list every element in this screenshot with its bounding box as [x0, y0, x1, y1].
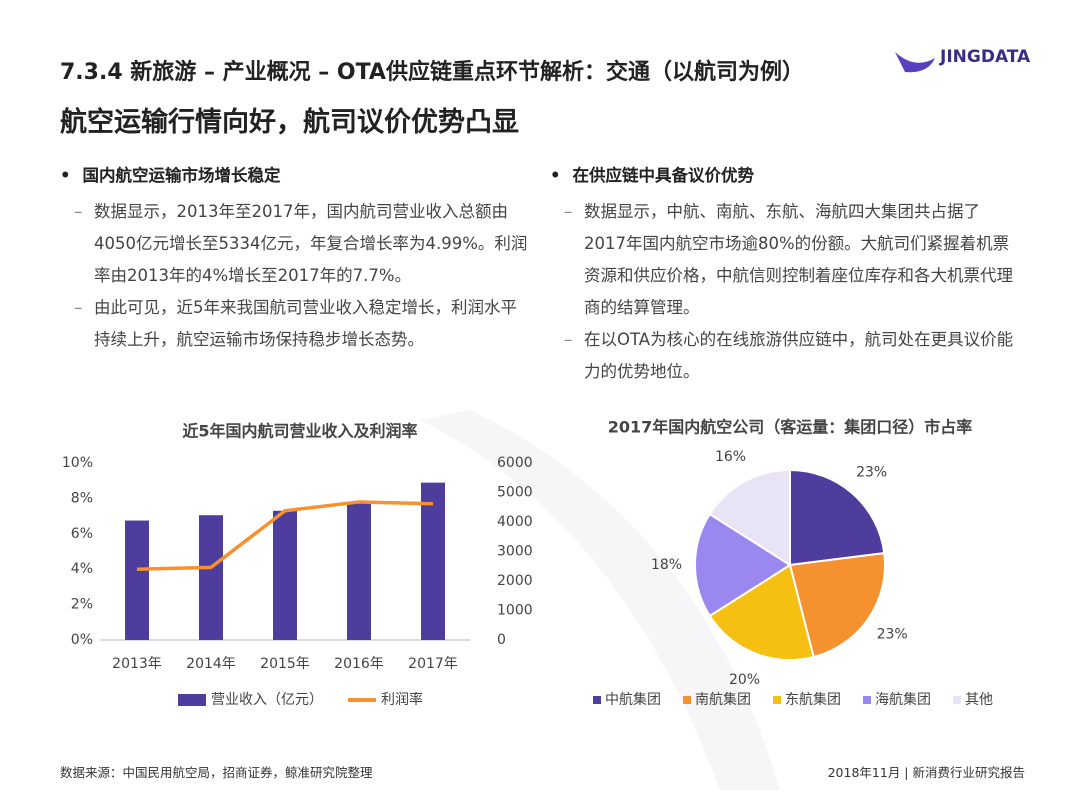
data-label: 16% — [715, 449, 746, 465]
logo: JINGDATA — [940, 47, 1031, 67]
legend-label: 其他 — [965, 692, 993, 708]
y-tick-label: 4% — [71, 561, 93, 577]
left-column: 国内航空运输市场增长稳定 数据显示，2013年至2017年，国内航司营业收入总额… — [60, 160, 530, 356]
chart-title: 近5年国内航司营业收入及利润率 — [182, 422, 417, 441]
bullet: 在以OTA为核心的在线旅游供应链中，航司处在更具议价能力的优势地位。 — [550, 324, 1020, 388]
heading: 在供应链中具备议价优势 — [550, 160, 1020, 192]
pie-slice — [788, 551, 886, 659]
legend-label: 南航集团 — [695, 691, 751, 708]
y2-tick-label: 4000 — [497, 514, 533, 530]
data-label: 23% — [856, 464, 887, 480]
date: 2018年11月 | 新消费行业研究报告 — [827, 765, 1025, 780]
decoration — [420, 410, 780, 790]
data-label: 18% — [651, 557, 682, 573]
source: 数据来源：中国民用航空局，招商证券，鲸准研究院整理 — [60, 765, 373, 780]
bullet: 由此可见，近5年来我国航司营业收入稳定增长，利润水平持续上升，航空运输市场保持稳… — [60, 292, 530, 356]
y2-tick-label: 3000 — [497, 544, 533, 560]
y2-tick-label: 1000 — [497, 603, 533, 619]
data-label: 20% — [729, 672, 760, 688]
legend-swatch — [683, 696, 691, 704]
title: 7.3.4 新旅游 – 产业概况 – OTA供应链重点环节解析：交通（以航司为例… — [60, 60, 804, 85]
bullet: 数据显示，中航、南航、东航、海航四大集团共占据了2017年国内航空市场逾80%的… — [550, 196, 1020, 324]
y2-tick-label: 6000 — [497, 455, 533, 471]
bar — [199, 515, 223, 640]
subtitle: 航空运输行情向好，航司议价优势凸显 — [60, 107, 519, 138]
y-tick-label: 8% — [71, 490, 93, 506]
legend-swatch — [863, 696, 871, 704]
x-tick-label: 2017年 — [408, 656, 458, 672]
y2-tick-label: 2000 — [497, 573, 533, 589]
bullet: 数据显示，2013年至2017年，国内航司营业收入总额由4050亿元增长至533… — [60, 196, 530, 292]
legend-swatch — [773, 696, 781, 704]
legend-swatch — [593, 696, 601, 704]
legend-swatch — [953, 696, 961, 704]
pie-slice — [708, 563, 815, 661]
x-tick-label: 2014年 — [186, 656, 236, 672]
y-tick-label: 0% — [71, 632, 93, 648]
logo-icon — [895, 52, 935, 73]
legend-label: 东航集团 — [785, 691, 841, 708]
legend-swatch — [178, 694, 206, 706]
bar — [273, 510, 297, 640]
data-label: 23% — [877, 626, 908, 642]
bar — [347, 501, 371, 640]
bar — [125, 520, 149, 640]
chart-title: 2017年国内航空公司（客运量：集团口径）市占率 — [608, 418, 973, 437]
y-tick-label: 6% — [71, 526, 93, 542]
heading: 国内航空运输市场增长稳定 — [60, 160, 530, 192]
pie-slice — [708, 468, 791, 567]
x-tick-label: 2013年 — [112, 656, 162, 672]
y-tick-label: 10% — [62, 455, 93, 471]
bar — [421, 482, 445, 640]
pie-slice — [694, 512, 792, 618]
right-column: 在供应链中具备议价优势 数据显示，中航、南航、东航、海航四大集团共占据了2017… — [550, 160, 1020, 388]
legend-label: 利润率 — [381, 691, 423, 708]
pie-slice — [789, 468, 886, 567]
y2-tick-label: 5000 — [497, 485, 533, 501]
x-tick-label: 2016年 — [334, 656, 384, 672]
legend-label: 海航集团 — [875, 691, 931, 708]
y2-tick-label: 0 — [497, 632, 506, 648]
x-tick-label: 2015年 — [260, 656, 310, 672]
line — [136, 500, 434, 571]
y-tick-label: 2% — [71, 597, 93, 613]
legend-label: 中航集团 — [605, 691, 661, 708]
legend-label: 营业收入（亿元） — [211, 692, 323, 708]
